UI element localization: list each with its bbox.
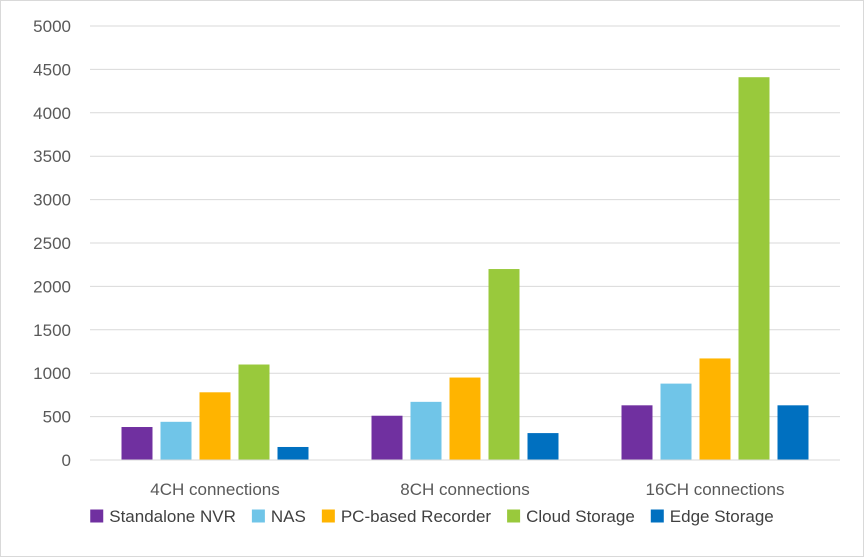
bar-edge-storage-0	[277, 446, 309, 460]
y-tick-label: 3000	[33, 191, 71, 210]
legend-label: PC-based Recorder	[341, 507, 492, 526]
bar-pc-based-recorder-1	[449, 377, 481, 460]
legend-swatch	[321, 509, 335, 523]
legend-swatch	[90, 509, 104, 523]
y-tick-label: 5000	[33, 17, 71, 36]
legend-label: Edge Storage	[670, 507, 774, 526]
legend-swatch	[251, 509, 265, 523]
legend-swatch	[650, 509, 664, 523]
bar-standalone-nvr-1	[371, 415, 403, 460]
bar-standalone-nvr-2	[621, 405, 653, 460]
legend-label: Cloud Storage	[526, 507, 635, 526]
gridlines	[90, 25, 840, 418]
y-tick-label: 3500	[33, 147, 71, 166]
bar-nas-0	[160, 421, 192, 460]
legend-label: Standalone NVR	[109, 507, 236, 526]
bars	[121, 77, 809, 460]
x-category-label: 4CH connections	[150, 480, 279, 499]
y-tick-label: 500	[43, 408, 71, 427]
y-tick-label: 1000	[33, 364, 71, 383]
y-tick-label: 1500	[33, 321, 71, 340]
legend-label: NAS	[271, 507, 306, 526]
y-tick-label: 2000	[33, 277, 71, 296]
y-tick-label: 4000	[33, 104, 71, 123]
y-axis-tick-labels: 0 500 1000 1500 2000 2500 3000 3500 4000 4500 5000	[33, 17, 71, 470]
bar-nas-1	[410, 401, 442, 460]
y-tick-label: 2500	[33, 234, 71, 253]
legend: Standalone NVR NAS PC-based Recorder Cloud …	[90, 507, 774, 526]
legend-swatch	[507, 509, 521, 523]
bar-pc-based-recorder-2	[699, 358, 731, 460]
y-tick-label: 4500	[33, 60, 71, 79]
bar-cloud-storage-2	[738, 77, 770, 460]
bar-cloud-storage-1	[488, 269, 520, 460]
bar-cloud-storage-0	[238, 364, 270, 460]
bar-edge-storage-2	[777, 405, 809, 460]
bar-pc-based-recorder-0	[199, 392, 231, 460]
y-tick-label: 0	[62, 451, 71, 470]
bar-standalone-nvr-0	[121, 427, 153, 460]
bar-edge-storage-1	[527, 433, 559, 460]
x-category-label: 8CH connections	[400, 480, 529, 499]
x-category-label: 16CH connections	[646, 480, 785, 499]
bar-nas-2	[660, 383, 692, 460]
x-axis-category-labels: 4CH connections 8CH connections 16CH conne…	[150, 480, 784, 499]
